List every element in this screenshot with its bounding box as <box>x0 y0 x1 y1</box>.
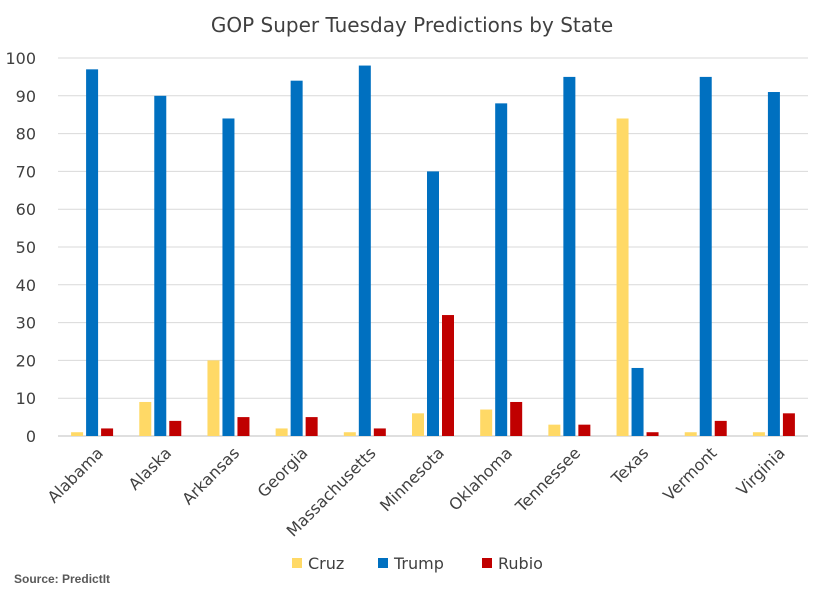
bar-cruz-minnesota <box>412 413 424 436</box>
legend-label-trump: Trump <box>393 554 444 573</box>
x-tick-label: Georgia <box>254 443 312 501</box>
bar-cruz-georgia <box>275 428 288 436</box>
bar-rubio-tennessee <box>578 424 591 436</box>
bar-rubio-minnesota <box>442 315 454 436</box>
legend: Cruz Trump Rubio <box>292 554 543 573</box>
legend-label-rubio: Rubio <box>498 554 543 573</box>
legend-label-cruz: Cruz <box>308 554 344 573</box>
x-tick-label: Tennessee <box>511 443 584 516</box>
y-tick-label: 90 <box>16 87 36 106</box>
bar-trump-vermont <box>699 76 712 437</box>
x-tick-label: Alabama <box>44 443 107 506</box>
x-tick-label: Vermont <box>659 443 720 504</box>
legend-swatch-rubio <box>482 558 492 568</box>
bar-cruz-tennessee <box>548 424 561 436</box>
legend-swatch-trump <box>378 558 388 568</box>
bar-rubio-georgia <box>305 417 318 436</box>
x-tick-label: Texas <box>607 443 652 488</box>
bar-rubio-arkansas <box>237 417 250 436</box>
y-tick-label: 30 <box>16 314 36 333</box>
bar-cruz-arkansas <box>207 360 220 436</box>
y-tick-label: 10 <box>16 389 36 408</box>
y-tick-label: 20 <box>16 351 36 370</box>
bar-trump-massachusetts <box>358 65 371 436</box>
bar-trump-alabama <box>86 69 99 436</box>
y-tick-label: 60 <box>16 200 36 219</box>
bar-rubio-texas <box>646 432 659 436</box>
bar-cruz-virginia <box>752 432 765 436</box>
bars <box>71 65 795 437</box>
bar-cruz-massachusetts <box>343 432 356 436</box>
bar-trump-tennessee <box>563 76 576 437</box>
x-tick-label: Minnesota <box>376 443 448 515</box>
y-tick-label: 80 <box>16 125 36 144</box>
x-axis-labels: Alabama Alaska Arkansas GeorgiaMassachusett… <box>44 443 789 540</box>
bar-cruz-texas <box>616 118 629 436</box>
x-tick-label: Oklahoma <box>445 443 516 514</box>
legend-swatch-cruz <box>292 558 302 568</box>
y-tick-label: 0 <box>26 427 36 446</box>
y-axis-ticks: 0 10 20 30 40 50 60 70 80 90 100 <box>5 49 36 446</box>
x-tick-label: Alaska <box>125 443 175 493</box>
source-note: Source: PredictIt <box>14 572 110 586</box>
bar-trump-georgia <box>290 80 303 437</box>
y-tick-label: 100 <box>5 49 36 68</box>
bar-trump-oklahoma <box>495 103 508 437</box>
x-tick-label: Arkansas <box>178 443 243 508</box>
bar-rubio-alaska <box>169 420 182 436</box>
bar-rubio-oklahoma <box>510 401 523 436</box>
bar-cruz-oklahoma <box>480 409 493 436</box>
bar-trump-minnesota <box>427 171 439 436</box>
y-tick-label: 40 <box>16 276 36 295</box>
bar-trump-alaska <box>154 95 167 437</box>
bar-cruz-vermont <box>684 432 697 436</box>
bar-rubio-massachusetts <box>373 428 386 436</box>
bar-trump-arkansas <box>222 118 235 436</box>
chart-title: GOP Super Tuesday Predictions by State <box>211 13 613 37</box>
bar-rubio-virginia <box>782 413 795 436</box>
y-tick-label: 50 <box>16 238 36 257</box>
bar-rubio-vermont <box>714 420 727 436</box>
bar-cruz-alaska <box>139 401 152 436</box>
bar-rubio-alabama <box>101 428 114 436</box>
bar-cruz-alabama <box>71 432 84 436</box>
x-tick-label: Virginia <box>733 443 789 499</box>
bar-trump-texas <box>631 367 644 436</box>
y-tick-label: 70 <box>16 162 36 181</box>
bar-trump-virginia <box>767 92 780 437</box>
